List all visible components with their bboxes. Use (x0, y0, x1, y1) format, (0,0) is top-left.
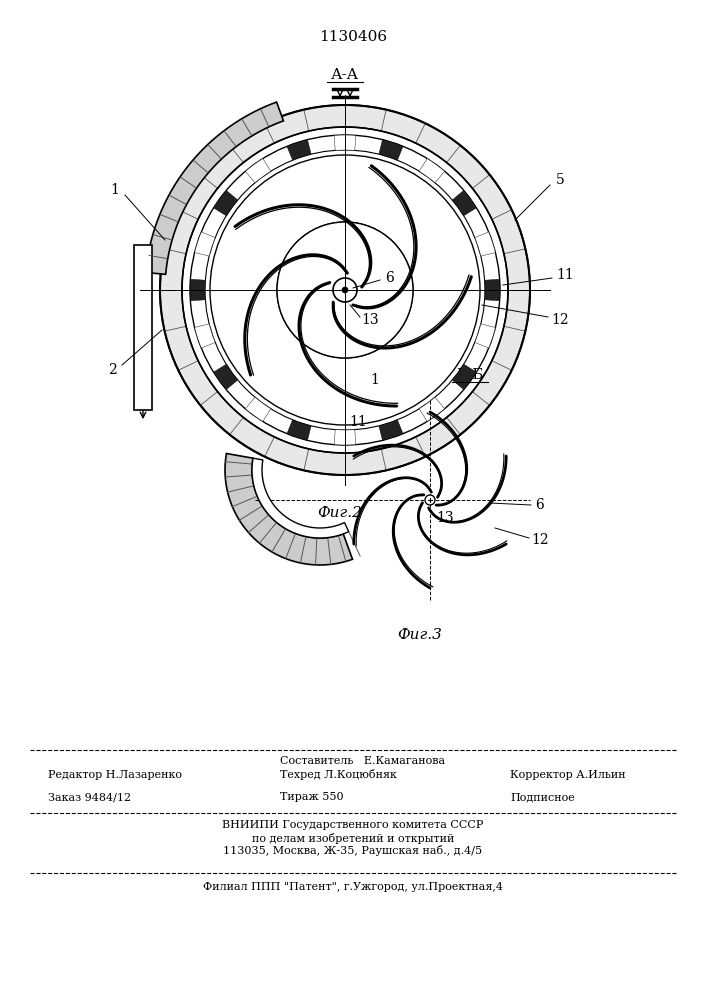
Text: Подписное: Подписное (510, 792, 575, 802)
Text: Составитель   Е.Камаганова: Составитель Е.Камаганова (280, 756, 445, 766)
Polygon shape (475, 232, 496, 256)
Polygon shape (419, 159, 445, 183)
Text: Филиал ППП "Патент", г.Ужгород, ул.Проектная,4: Филиал ППП "Патент", г.Ужгород, ул.Проек… (203, 882, 503, 892)
Text: 13: 13 (361, 313, 379, 327)
Text: 6: 6 (536, 498, 544, 512)
Polygon shape (225, 454, 353, 565)
Polygon shape (194, 232, 215, 256)
Text: 113035, Москва, Ж-35, Раушская наб., д.4/5: 113035, Москва, Ж-35, Раушская наб., д.4… (223, 846, 483, 856)
Text: А-А: А-А (331, 68, 359, 82)
Text: 1: 1 (110, 183, 119, 197)
Polygon shape (334, 430, 356, 445)
Polygon shape (287, 140, 311, 160)
Text: Заказ 9484/12: Заказ 9484/12 (48, 792, 131, 802)
Text: Фиг.3: Фиг.3 (397, 628, 443, 642)
Text: Редактор Н.Лазаренко: Редактор Н.Лазаренко (48, 770, 182, 780)
Text: 5: 5 (556, 173, 564, 187)
Circle shape (277, 222, 413, 358)
Text: 6: 6 (385, 271, 395, 285)
Polygon shape (214, 364, 238, 390)
Text: 13: 13 (436, 511, 454, 525)
Polygon shape (485, 279, 500, 301)
Polygon shape (379, 140, 403, 160)
Text: ВНИИПИ Государственного комитета СССР: ВНИИПИ Государственного комитета СССР (222, 820, 484, 830)
Polygon shape (452, 364, 477, 390)
Text: 12: 12 (531, 533, 549, 547)
Polygon shape (252, 458, 349, 538)
Text: Б-Б: Б-Б (456, 368, 484, 382)
Text: Фиг.2: Фиг.2 (317, 506, 363, 520)
Polygon shape (194, 324, 215, 348)
Circle shape (333, 278, 357, 302)
Polygon shape (146, 102, 284, 274)
Polygon shape (245, 159, 271, 183)
Polygon shape (419, 397, 445, 421)
Circle shape (160, 105, 530, 475)
Polygon shape (214, 190, 238, 216)
Polygon shape (379, 420, 403, 440)
Polygon shape (475, 324, 496, 348)
Text: 1130406: 1130406 (319, 30, 387, 44)
Polygon shape (190, 279, 205, 301)
Text: Тираж 550: Тираж 550 (280, 792, 344, 802)
Polygon shape (334, 135, 356, 150)
Text: по делам изобретений и открытий: по делам изобретений и открытий (252, 832, 454, 844)
Polygon shape (452, 190, 477, 216)
Circle shape (342, 287, 348, 293)
Bar (134, 245, 152, 410)
Circle shape (425, 495, 435, 505)
Text: 12: 12 (551, 313, 569, 327)
Circle shape (182, 127, 508, 453)
Text: 1: 1 (370, 373, 380, 387)
Text: 11: 11 (556, 268, 574, 282)
Text: 2: 2 (107, 363, 117, 377)
Polygon shape (245, 397, 271, 421)
Text: Техред Л.Коцюбняк: Техред Л.Коцюбняк (280, 770, 397, 780)
Text: Корректор А.Ильин: Корректор А.Ильин (510, 770, 626, 780)
Polygon shape (287, 420, 311, 440)
Text: 11: 11 (349, 415, 367, 429)
